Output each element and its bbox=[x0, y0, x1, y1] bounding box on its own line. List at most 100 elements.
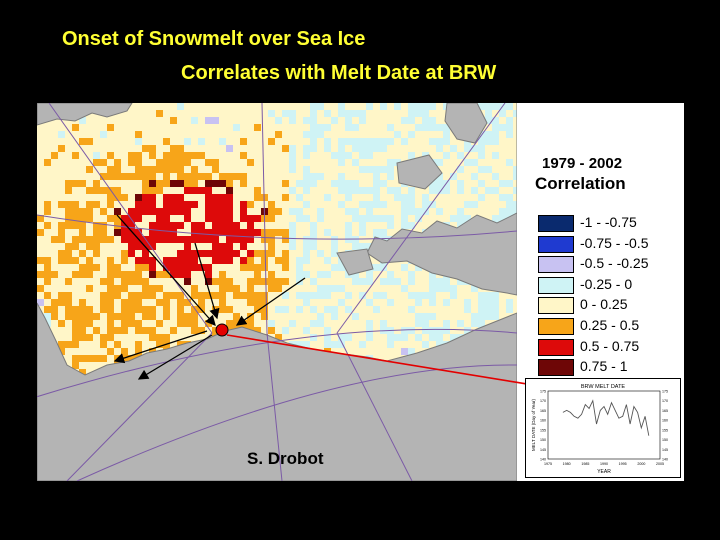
correlation-cell bbox=[394, 103, 401, 110]
legend-label: 0.75 - 1 bbox=[580, 358, 628, 375]
correlation-cell bbox=[303, 250, 310, 257]
correlation-cell bbox=[177, 208, 184, 215]
correlation-cell bbox=[478, 306, 485, 313]
correlation-cell bbox=[331, 306, 338, 313]
correlation-cell bbox=[296, 292, 303, 299]
correlation-cell bbox=[289, 229, 296, 236]
correlation-cell bbox=[58, 299, 65, 306]
correlation-cell bbox=[261, 264, 268, 271]
correlation-cell bbox=[86, 208, 93, 215]
correlation-cell bbox=[408, 278, 415, 285]
correlation-cell bbox=[366, 138, 373, 145]
correlation-cell bbox=[107, 327, 114, 334]
correlation-cell bbox=[100, 222, 107, 229]
correlation-cell bbox=[240, 229, 247, 236]
correlation-cell bbox=[324, 194, 331, 201]
correlation-cell bbox=[114, 215, 121, 222]
correlation-cell bbox=[282, 278, 289, 285]
correlation-cell bbox=[93, 159, 100, 166]
correlation-cell bbox=[205, 187, 212, 194]
correlation-cell bbox=[219, 278, 226, 285]
correlation-cell bbox=[485, 110, 492, 117]
correlation-cell bbox=[93, 201, 100, 208]
correlation-cell bbox=[121, 250, 128, 257]
correlation-cell bbox=[401, 334, 408, 341]
correlation-cell bbox=[450, 145, 457, 152]
correlation-cell bbox=[429, 313, 436, 320]
correlation-cell bbox=[247, 229, 254, 236]
correlation-cell bbox=[184, 236, 191, 243]
correlation-cell bbox=[170, 257, 177, 264]
correlation-cell bbox=[205, 117, 212, 124]
inset-ytick-label: 150 bbox=[540, 438, 546, 442]
correlation-cell bbox=[387, 299, 394, 306]
correlation-map bbox=[37, 103, 517, 481]
correlation-cell bbox=[324, 271, 331, 278]
correlation-cell bbox=[261, 257, 268, 264]
correlation-cell bbox=[86, 166, 93, 173]
correlation-cell bbox=[205, 229, 212, 236]
correlation-cell bbox=[44, 292, 51, 299]
correlation-cell bbox=[191, 320, 198, 327]
correlation-cell bbox=[310, 334, 317, 341]
correlation-cell bbox=[163, 180, 170, 187]
inset-ytick-label: 150 bbox=[662, 438, 668, 442]
correlation-cell bbox=[366, 243, 373, 250]
correlation-cell bbox=[282, 292, 289, 299]
correlation-cell bbox=[37, 271, 44, 278]
correlation-cell bbox=[44, 271, 51, 278]
correlation-cell bbox=[478, 166, 485, 173]
correlation-cell bbox=[429, 278, 436, 285]
correlation-cell bbox=[44, 313, 51, 320]
correlation-cell bbox=[387, 166, 394, 173]
correlation-cell bbox=[275, 117, 282, 124]
correlation-cell bbox=[247, 236, 254, 243]
correlation-cell bbox=[107, 166, 114, 173]
correlation-cell bbox=[212, 194, 219, 201]
correlation-cell bbox=[338, 187, 345, 194]
correlation-cell bbox=[170, 222, 177, 229]
correlation-cell bbox=[506, 299, 513, 306]
correlation-cell bbox=[86, 236, 93, 243]
correlation-cell bbox=[58, 201, 65, 208]
correlation-cell bbox=[163, 257, 170, 264]
correlation-cell bbox=[464, 306, 471, 313]
correlation-cell bbox=[457, 180, 464, 187]
correlation-cell bbox=[142, 250, 149, 257]
correlation-cell bbox=[100, 208, 107, 215]
correlation-cell bbox=[142, 264, 149, 271]
correlation-cell bbox=[219, 306, 226, 313]
correlation-cell bbox=[233, 236, 240, 243]
correlation-cell bbox=[79, 355, 86, 362]
correlation-cell bbox=[268, 285, 275, 292]
correlation-cell bbox=[429, 271, 436, 278]
correlation-cell bbox=[401, 348, 408, 355]
correlation-cell bbox=[114, 222, 121, 229]
correlation-cell bbox=[191, 306, 198, 313]
correlation-cell bbox=[65, 215, 72, 222]
correlation-cell bbox=[303, 299, 310, 306]
correlation-cell bbox=[191, 222, 198, 229]
correlation-cell bbox=[121, 320, 128, 327]
correlation-cell bbox=[51, 152, 58, 159]
correlation-cell bbox=[100, 334, 107, 341]
correlation-cell bbox=[79, 215, 86, 222]
correlation-cell bbox=[93, 264, 100, 271]
correlation-cell bbox=[135, 159, 142, 166]
correlation-cell bbox=[65, 208, 72, 215]
correlation-cell bbox=[373, 166, 380, 173]
correlation-cell bbox=[429, 117, 436, 124]
correlation-cell bbox=[142, 194, 149, 201]
correlation-cell bbox=[177, 159, 184, 166]
correlation-cell bbox=[345, 229, 352, 236]
correlation-cell bbox=[219, 250, 226, 257]
correlation-cell bbox=[499, 208, 506, 215]
correlation-cell bbox=[408, 187, 415, 194]
correlation-cell bbox=[128, 243, 135, 250]
correlation-cell bbox=[212, 208, 219, 215]
correlation-cell bbox=[485, 187, 492, 194]
correlation-cell bbox=[142, 257, 149, 264]
correlation-cell bbox=[310, 173, 317, 180]
correlation-cell bbox=[65, 257, 72, 264]
correlation-cell bbox=[324, 138, 331, 145]
